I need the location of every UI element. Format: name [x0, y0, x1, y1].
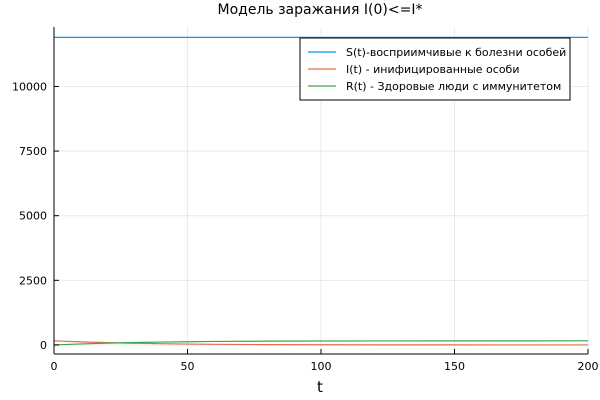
x-tick-label: 200 [578, 360, 599, 373]
legend-entry: I(t) - инифицированные особи [346, 63, 520, 76]
y-tick-label: 10000 [12, 80, 47, 93]
series-layer [53, 36, 589, 346]
legend-box [299, 37, 571, 101]
x-tick-label: 150 [444, 360, 465, 373]
x-axis-label: t [317, 378, 323, 396]
y-tick-label: 2500 [19, 274, 47, 287]
chart-title: Модель заражания I(0)<=I* [218, 2, 423, 18]
y-tick-label: 7500 [19, 145, 47, 158]
legend-entry: R(t) - Здоровые люди с иммунитетом [346, 80, 561, 93]
legend-entry: S(t)-восприимчивые к болезни особей [346, 46, 566, 59]
y-tick-label: 0 [40, 339, 47, 352]
y-tick-label: 5000 [19, 210, 47, 223]
series-line-3 [53, 340, 589, 346]
x-tick-label: 100 [311, 360, 332, 373]
x-tick-label: 50 [181, 360, 195, 373]
x-tick-label: 0 [51, 360, 58, 373]
legend: S(t)-восприимчивые к болезни особей I(t) … [299, 37, 571, 101]
axis-layer: 0 50 100 150 200 0 2500 5000 7500 10000 [12, 27, 599, 373]
series-line-2 [53, 340, 589, 346]
